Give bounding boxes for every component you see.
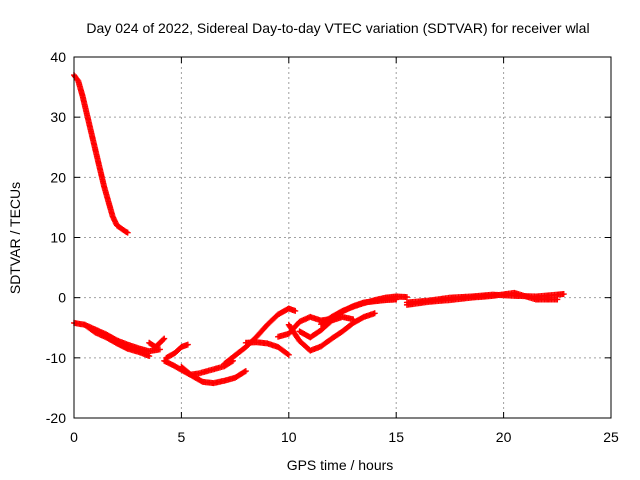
data-point (403, 294, 410, 301)
data-point (554, 296, 561, 303)
y-tick-label-6: 40 (50, 49, 66, 65)
data-point (285, 351, 292, 358)
series-2 (81, 321, 153, 360)
y-tick-labels: -20 -10 0 10 20 30 40 (46, 49, 66, 426)
series-12 (318, 293, 410, 328)
x-tick-label-0: 0 (70, 429, 78, 445)
y-axis-label: SDTVAR / TECUs (7, 182, 23, 294)
series-10 (285, 310, 378, 354)
y-tick-label-3: 10 (50, 230, 66, 246)
data-point (241, 368, 248, 375)
x-tick-label-4: 20 (496, 429, 512, 445)
data-point (371, 310, 378, 317)
data-point (146, 353, 153, 360)
series-6 (163, 341, 191, 361)
x-tick-label-1: 5 (178, 429, 186, 445)
series-3 (146, 335, 168, 351)
axis-ticks (73, 56, 612, 419)
data-point (292, 307, 299, 314)
x-tick-labels: 0 5 10 15 20 25 (70, 429, 619, 445)
data-points (71, 72, 567, 387)
x-tick-label-3: 15 (388, 429, 404, 445)
series-8 (242, 339, 292, 358)
data-point (124, 229, 131, 236)
x-tick-label-2: 10 (281, 429, 297, 445)
chart-title: Day 024 of 2022, Sidereal Day-to-day VTE… (86, 20, 589, 36)
data-point (161, 335, 168, 342)
y-tick-label-4: 20 (50, 169, 66, 185)
grid-lines (74, 57, 611, 418)
series-14 (403, 289, 561, 308)
data-point (560, 291, 567, 298)
x-tick-label-5: 25 (603, 429, 619, 445)
data-point (184, 341, 191, 348)
y-tick-label-5: 30 (50, 109, 66, 125)
data-point (242, 368, 249, 375)
series-0 (71, 72, 131, 236)
x-axis-label: GPS time / hours (287, 457, 394, 473)
y-tick-label-0: -20 (46, 410, 66, 426)
series-11 (296, 313, 357, 341)
data-point (160, 336, 167, 343)
series-5 (178, 363, 249, 387)
data-point (350, 316, 357, 323)
data-point (156, 346, 163, 353)
data-point (284, 350, 291, 357)
y-tick-label-1: -10 (46, 350, 66, 366)
y-tick-label-2: 0 (58, 290, 66, 306)
